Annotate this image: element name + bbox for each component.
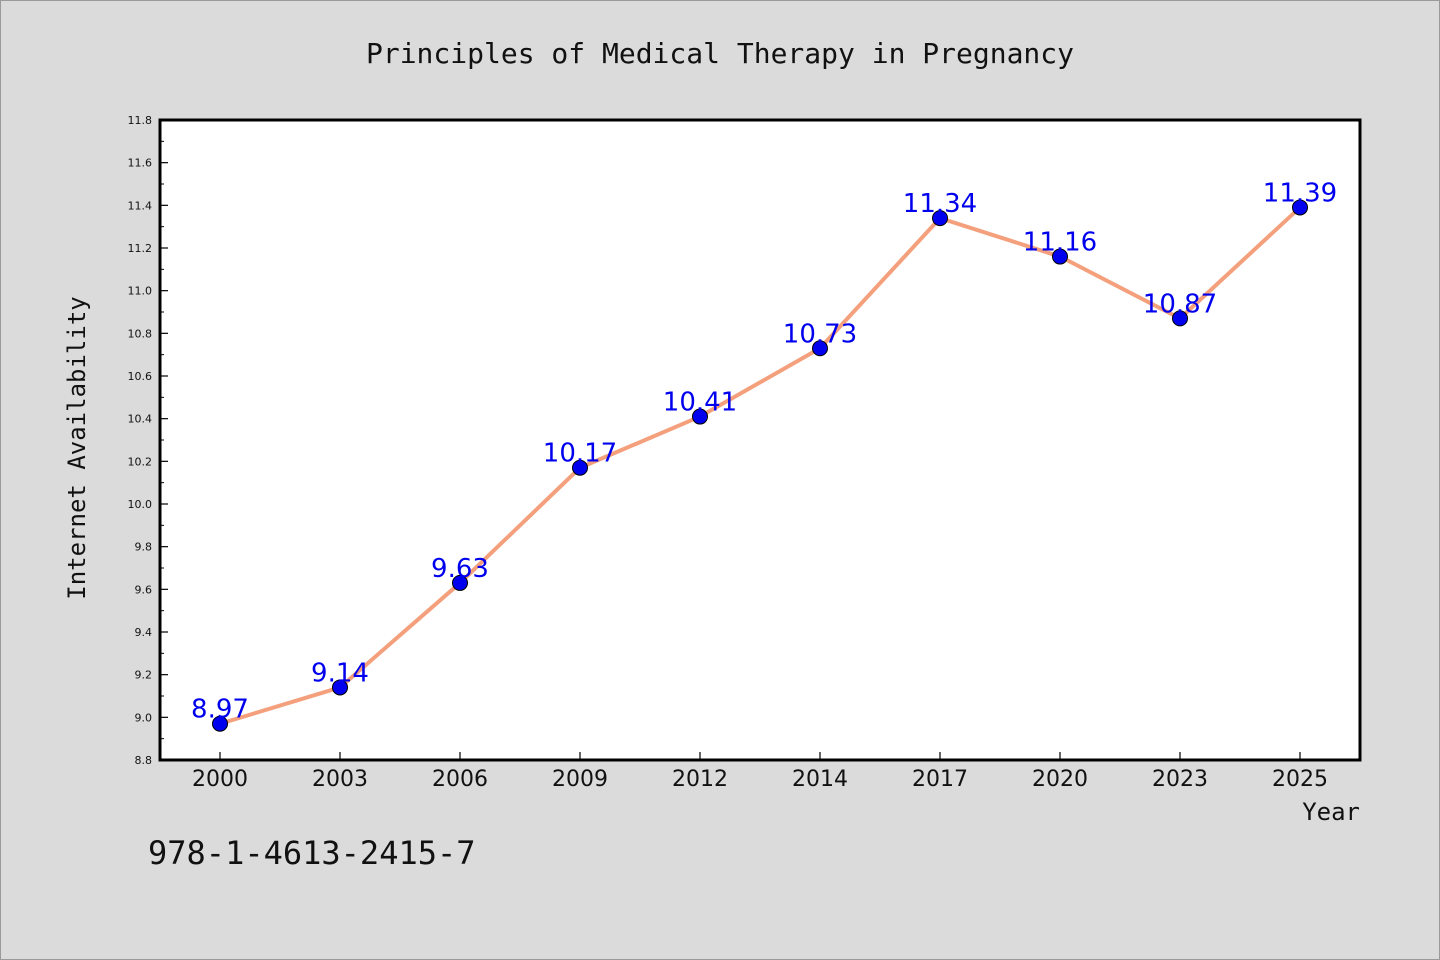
x-tick-label: 2014: [792, 767, 848, 792]
y-tick-label: 11.4: [128, 199, 153, 212]
isbn-text: 978-1-4613-2415-7: [148, 834, 476, 872]
y-tick-label: 9.6: [135, 583, 153, 596]
data-point: [692, 408, 708, 425]
chart-title: Principles of Medical Therapy in Pregnan…: [366, 37, 1074, 70]
data-label: 11.39: [1263, 178, 1337, 208]
data-label: 10.87: [1143, 289, 1217, 319]
x-tick-label: 2012: [672, 767, 728, 792]
data-label: 8.97: [191, 695, 249, 725]
data-label: 10.41: [663, 388, 737, 418]
y-tick-label: 8.8: [135, 754, 153, 767]
y-tick-label: 11.8: [128, 114, 153, 127]
x-tick-label: 2020: [1032, 767, 1088, 792]
x-tick-label: 2006: [432, 767, 488, 792]
data-point: [812, 340, 828, 357]
data-label: 9.14: [311, 658, 369, 688]
y-tick-label: 11.0: [128, 285, 153, 298]
x-tick-label: 2003: [312, 767, 368, 792]
data-point: [1292, 199, 1308, 216]
y-tick-label: 10.6: [128, 370, 153, 383]
y-tick-label: 9.0: [135, 711, 153, 724]
data-label: 10.73: [783, 319, 857, 349]
data-label: 11.16: [1023, 228, 1097, 258]
y-tick-label: 9.2: [135, 669, 153, 682]
y-tick-label: 9.8: [135, 541, 153, 554]
x-tick-label: 2023: [1152, 767, 1208, 792]
data-point: [572, 459, 588, 476]
data-point: [212, 715, 228, 732]
y-tick-label: 11.2: [128, 242, 153, 255]
data-label: 11.34: [903, 189, 977, 219]
x-axis-label: Year: [1302, 798, 1360, 826]
data-point: [932, 210, 948, 227]
x-tick-label: 2025: [1272, 767, 1328, 792]
plot-area: [158, 118, 1362, 762]
y-tick-label: 10.0: [128, 498, 153, 511]
y-axis: 8.8 9.0 9.2 9.4 9.6 9.8 10.0 10.2 10.4 10.6 10.8 11…: [128, 114, 168, 767]
data-point: [1172, 310, 1188, 327]
series-line: [219, 205, 1302, 726]
y-axis-label: Internet Availability: [63, 296, 91, 599]
y-tick-label: 10.4: [128, 413, 153, 426]
x-tick-label: 2000: [192, 767, 248, 792]
series-group: 8.97 9.14 9.63 10.17 10.41 10.73 11.34 11.16 10.…: [191, 178, 1337, 732]
data-point: [452, 574, 468, 591]
data-point: [332, 679, 348, 696]
data-label: 10.17: [543, 439, 617, 469]
y-tick-label: 10.8: [128, 327, 153, 340]
data-label: 9.63: [431, 554, 489, 584]
x-axis: 2000 2003 2006 2009 2012 2014 2017 2020 2023 2025: [192, 752, 1328, 792]
y-tick-label: 11.6: [128, 157, 153, 170]
x-tick-label: 2009: [552, 767, 608, 792]
y-tick-label: 9.4: [135, 626, 153, 639]
data-point: [1052, 248, 1068, 265]
y-tick-label: 10.2: [128, 455, 153, 468]
x-tick-label: 2017: [912, 767, 968, 792]
